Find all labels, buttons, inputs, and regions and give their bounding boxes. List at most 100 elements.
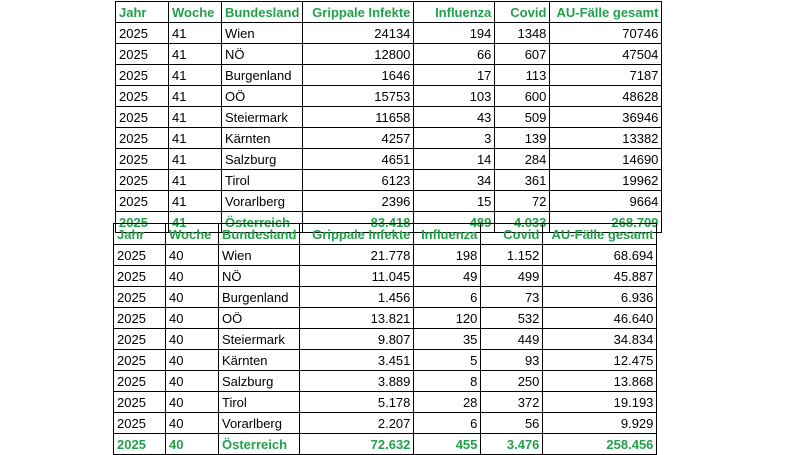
cell-woche[interactable]: 41: [168, 169, 222, 191]
cell-grippale-infekte[interactable]: 1646: [302, 64, 415, 86]
cell-influenza[interactable]: 66: [413, 43, 496, 65]
cell-woche[interactable]: 41: [168, 22, 222, 44]
cell-woche[interactable]: 41: [168, 127, 222, 149]
cell-bundesland[interactable]: Wien: [220, 22, 304, 44]
cell-influenza[interactable]: 35: [413, 328, 482, 350]
cell-bundesland[interactable]: Kärnten: [217, 349, 301, 371]
cell-covid[interactable]: 600: [494, 85, 551, 107]
cell-influenza[interactable]: Influenza: [413, 1, 496, 23]
cell-covid[interactable]: 1.152: [480, 244, 544, 266]
cell-grippale-infekte[interactable]: 1.456: [299, 286, 415, 308]
cell-au-faelle-gesamt[interactable]: 7187: [549, 64, 663, 86]
cell-jahr[interactable]: 2025: [113, 370, 166, 392]
cell-bundesland[interactable]: Tirol: [220, 169, 304, 191]
cell-influenza[interactable]: 198: [413, 244, 482, 266]
cell-grippale-infekte[interactable]: 3.451: [299, 349, 415, 371]
cell-jahr[interactable]: 2025: [115, 64, 169, 86]
cell-grippale-infekte[interactable]: 6123: [302, 169, 415, 191]
cell-influenza[interactable]: 5: [413, 349, 482, 371]
cell-influenza[interactable]: 194: [413, 22, 496, 44]
cell-bundesland[interactable]: Bundesland: [220, 1, 304, 23]
cell-bundesland[interactable]: NÖ: [220, 43, 304, 65]
cell-grippale-infekte[interactable]: 4257: [302, 127, 415, 149]
cell-covid[interactable]: 72: [494, 190, 551, 212]
cell-au-faelle-gesamt[interactable]: 48628: [549, 85, 663, 107]
cell-influenza[interactable]: 15: [413, 190, 496, 212]
cell-bundesland[interactable]: Steiermark: [220, 106, 304, 128]
cell-au-faelle-gesamt[interactable]: 258.456: [542, 433, 658, 455]
cell-au-faelle-gesamt[interactable]: 13.868: [542, 370, 658, 392]
cell-woche[interactable]: Woche: [165, 223, 219, 245]
cell-au-faelle-gesamt[interactable]: 14690: [549, 148, 663, 170]
cell-au-faelle-gesamt[interactable]: 34.834: [542, 328, 658, 350]
cell-au-faelle-gesamt[interactable]: 9.929: [542, 412, 658, 434]
cell-influenza[interactable]: 34: [413, 169, 496, 191]
cell-influenza[interactable]: 49: [413, 265, 482, 287]
cell-woche[interactable]: 40: [165, 265, 219, 287]
cell-jahr[interactable]: 2025: [113, 328, 166, 350]
cell-grippale-infekte[interactable]: 11.045: [299, 265, 415, 287]
cell-influenza[interactable]: 6: [413, 286, 482, 308]
cell-covid[interactable]: 449: [480, 328, 544, 350]
cell-covid[interactable]: 372: [480, 391, 544, 413]
cell-covid[interactable]: 499: [480, 265, 544, 287]
cell-bundesland[interactable]: Steiermark: [217, 328, 301, 350]
cell-woche[interactable]: 40: [165, 328, 219, 350]
cell-au-faelle-gesamt[interactable]: 68.694: [542, 244, 658, 266]
cell-jahr[interactable]: 2025: [115, 22, 169, 44]
cell-bundesland[interactable]: Salzburg: [217, 370, 301, 392]
cell-au-faelle-gesamt[interactable]: 19962: [549, 169, 663, 191]
cell-woche[interactable]: 40: [165, 370, 219, 392]
cell-influenza[interactable]: 17: [413, 64, 496, 86]
cell-grippale-infekte[interactable]: 4651: [302, 148, 415, 170]
cell-jahr[interactable]: Jahr: [115, 1, 169, 23]
cell-covid[interactable]: 139: [494, 127, 551, 149]
cell-bundesland[interactable]: Kärnten: [220, 127, 304, 149]
cell-au-faelle-gesamt[interactable]: 9664: [549, 190, 663, 212]
cell-woche[interactable]: 41: [168, 64, 222, 86]
cell-bundesland[interactable]: Vorarlberg: [220, 190, 304, 212]
cell-au-faelle-gesamt[interactable]: 6.936: [542, 286, 658, 308]
cell-woche[interactable]: 40: [165, 244, 219, 266]
cell-woche[interactable]: 40: [165, 286, 219, 308]
cell-covid[interactable]: 113: [494, 64, 551, 86]
cell-influenza[interactable]: 455: [413, 433, 482, 455]
cell-jahr[interactable]: 2025: [113, 349, 166, 371]
cell-grippale-infekte[interactable]: 3.889: [299, 370, 415, 392]
cell-covid[interactable]: Covid: [494, 1, 551, 23]
cell-au-faelle-gesamt[interactable]: 45.887: [542, 265, 658, 287]
cell-influenza[interactable]: 43: [413, 106, 496, 128]
cell-covid[interactable]: 532: [480, 307, 544, 329]
cell-covid[interactable]: 3.476: [480, 433, 544, 455]
cell-covid[interactable]: 509: [494, 106, 551, 128]
cell-bundesland[interactable]: Burgenland: [220, 64, 304, 86]
cell-covid[interactable]: 361: [494, 169, 551, 191]
cell-covid[interactable]: 73: [480, 286, 544, 308]
cell-bundesland[interactable]: Tirol: [217, 391, 301, 413]
cell-grippale-infekte[interactable]: 13.821: [299, 307, 415, 329]
cell-grippale-infekte[interactable]: 5.178: [299, 391, 415, 413]
cell-covid[interactable]: 250: [480, 370, 544, 392]
cell-grippale-infekte[interactable]: 72.632: [299, 433, 415, 455]
cell-jahr[interactable]: Jahr: [113, 223, 166, 245]
cell-woche[interactable]: 40: [165, 307, 219, 329]
cell-bundesland[interactable]: Salzburg: [220, 148, 304, 170]
cell-influenza[interactable]: 8: [413, 370, 482, 392]
cell-au-faelle-gesamt[interactable]: 47504: [549, 43, 663, 65]
cell-grippale-infekte[interactable]: 2396: [302, 190, 415, 212]
cell-woche[interactable]: 40: [165, 433, 219, 455]
cell-influenza[interactable]: 3: [413, 127, 496, 149]
cell-au-faelle-gesamt[interactable]: AU-Fälle gesamt: [549, 1, 663, 23]
cell-jahr[interactable]: 2025: [115, 148, 169, 170]
cell-grippale-infekte[interactable]: 2.207: [299, 412, 415, 434]
cell-au-faelle-gesamt[interactable]: 19.193: [542, 391, 658, 413]
cell-covid[interactable]: 607: [494, 43, 551, 65]
cell-woche[interactable]: 41: [168, 148, 222, 170]
cell-grippale-infekte[interactable]: Grippale Infekte: [299, 223, 415, 245]
cell-bundesland[interactable]: NÖ: [217, 265, 301, 287]
cell-jahr[interactable]: 2025: [113, 391, 166, 413]
cell-woche[interactable]: Woche: [168, 1, 222, 23]
cell-grippale-infekte[interactable]: Grippale Infekte: [302, 1, 415, 23]
cell-woche[interactable]: 41: [168, 85, 222, 107]
cell-bundesland[interactable]: OÖ: [220, 85, 304, 107]
